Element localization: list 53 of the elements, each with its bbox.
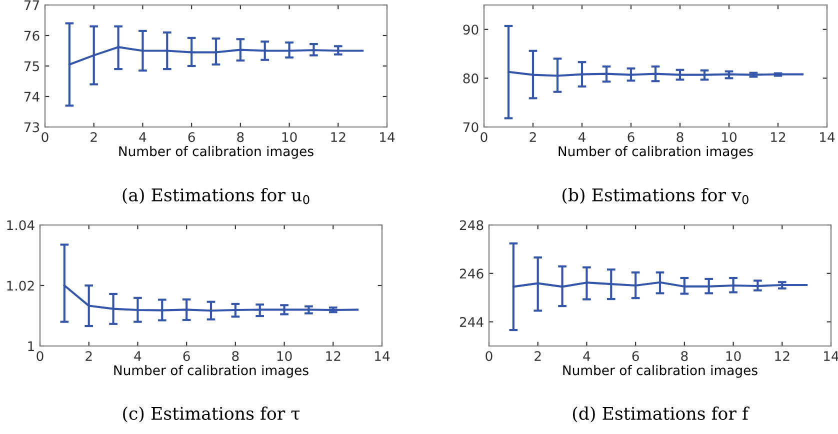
x-tick-label: 4 <box>134 351 142 361</box>
x-tick-label: 6 <box>188 132 195 142</box>
x-tick-label: 6 <box>183 351 190 362</box>
x-tick-label: 4 <box>578 132 586 142</box>
x-axis-title: Number of calibration images <box>119 146 314 159</box>
x-tick-label: 6 <box>632 351 639 362</box>
x-tick-label: 12 <box>771 132 786 142</box>
y-tick-label: 80 <box>463 73 478 84</box>
y-tick-label: 70 <box>463 122 478 132</box>
y-tick-label: 73 <box>24 122 40 132</box>
x-tick-label: 14 <box>380 132 395 142</box>
y-tick-label: 75 <box>24 61 39 72</box>
text: (c) Estimations for τ <box>123 406 300 422</box>
x-tick-label: 0 <box>480 132 488 142</box>
x-tick-label: 12 <box>775 351 790 361</box>
x-tick-label: 8 <box>681 351 688 362</box>
x-axis-title: Number of calibration images <box>563 365 758 378</box>
x-tick-label: 0 <box>486 351 492 362</box>
x-tick-label: 2 <box>534 351 541 361</box>
text: (a) Estimations for u$_{0}$ <box>122 188 310 204</box>
y-tick-label: 1.02 <box>7 280 34 291</box>
x-axis-title: Number of calibration images <box>114 365 308 378</box>
y-tick-label: 77 <box>24 0 40 10</box>
y-tick-label: 246 <box>460 268 484 279</box>
x-tick-label: 2 <box>90 132 97 142</box>
x-tick-label: 8 <box>232 351 239 362</box>
x-tick-label: 10 <box>722 132 737 142</box>
x-tick-label: 12 <box>331 132 346 142</box>
x-tick-label: 10 <box>277 351 292 362</box>
y-tick-label: 74 <box>24 92 40 102</box>
x-tick-label: 12 <box>326 351 340 361</box>
x-tick-label: 2 <box>530 132 536 142</box>
x-tick-label: 8 <box>676 132 684 142</box>
x-tick-label: 8 <box>237 132 244 142</box>
x-tick-label: 4 <box>583 351 590 361</box>
x-tick-label: 6 <box>628 132 634 142</box>
y-tick-label: 1.04 <box>7 220 34 230</box>
x-tick-label: 0 <box>36 351 44 362</box>
x-tick-label: 0 <box>42 132 48 142</box>
x-tick-label: 2 <box>86 351 92 361</box>
x-tick-label: 10 <box>282 132 297 142</box>
x-tick-label: 14 <box>375 351 390 361</box>
y-tick-label: 76 <box>24 30 40 41</box>
y-tick-label: 1 <box>28 341 34 352</box>
y-tick-label: 248 <box>460 220 484 230</box>
text: (d) Estimations for f <box>572 406 750 422</box>
x-tick-label: 14 <box>820 132 835 142</box>
y-tick-label: 90 <box>463 24 478 35</box>
x-tick-label: 10 <box>726 351 741 362</box>
x-axis-title: Number of calibration images <box>558 146 753 159</box>
y-tick-label: 244 <box>460 317 484 327</box>
x-tick-label: 4 <box>139 132 146 142</box>
text: (b) Estimations for v$_{0}$ <box>562 188 748 204</box>
